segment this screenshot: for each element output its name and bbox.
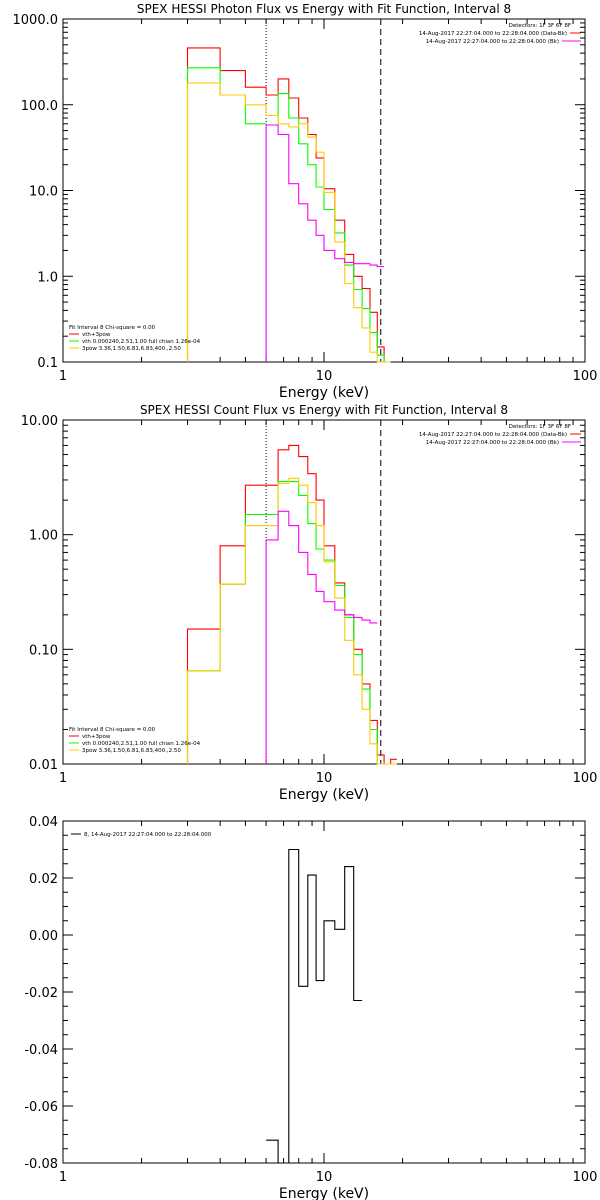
- legend-entry: 3pow 3.36,1.50,6.81,6.83,400.,2.50: [82, 346, 181, 352]
- y-tick-label: 10.0: [29, 185, 58, 200]
- plot-panel-1: SPEX HESSI Photon Flux vs Energy with Fi…: [13, 2, 598, 401]
- series-line-background: [265, 510, 378, 764]
- y-tick-label: 0.10: [29, 643, 58, 658]
- y-tick-label: 10.00: [21, 414, 58, 429]
- x-tick-label: 1: [59, 1170, 67, 1185]
- x-tick-label: 100: [573, 771, 598, 786]
- header-text: Detectors: 1F 3F 6F 8F: [509, 424, 571, 430]
- legend-entry: vth 0.000240,2.51,1.00 full chian 1.26e-…: [82, 339, 201, 345]
- series-line-3pow: [186, 477, 397, 765]
- x-tick-label: 10: [316, 771, 333, 786]
- y-tick-label: -0.02: [24, 986, 58, 1001]
- y-tick-label: -0.06: [24, 1100, 58, 1115]
- legend-title: Fit Interval 8 Chi-square = 0.00: [69, 325, 156, 331]
- y-tick-label: 1000.0: [13, 13, 59, 28]
- plot-panel-3: 1 10 100 Energy (keV) -0.08 -0.06 -0.04 -0.02 0.…: [24, 815, 597, 1200]
- header-text: 14-Aug-2017 22:27:04.000 to 22:28:04.000…: [419, 432, 567, 438]
- header-text: 14-Aug-2017 22:27:04.000 to 22:28:04.000…: [426, 440, 559, 446]
- y-tick-label: 100.0: [21, 99, 58, 114]
- x-tick-label: 100: [573, 369, 598, 384]
- y-tick-label: 0.1: [37, 356, 58, 371]
- series-line-vth3pow: [186, 444, 397, 765]
- series-line-8: [266, 848, 363, 1164]
- legend-entry: 8, 14-Aug-2017 22:27:04.000 to 22:28:04.…: [84, 832, 212, 838]
- plot-panel-2: SPEX HESSI Count Flux vs Energy with Fit…: [21, 403, 598, 803]
- header-text: 14-Aug-2017 22:27:04.000 to 22:28:04.000…: [419, 31, 567, 37]
- y-tick-label: 0.01: [29, 758, 58, 773]
- legend-entry: vth 0.000240,2.51,1.00 full chian 1.26e-…: [82, 741, 201, 747]
- x-axis-label: Energy (keV): [279, 385, 369, 401]
- x-tick-label: 1: [59, 771, 67, 786]
- legend-title: Fit Interval 8 Chi-square = 0.00: [69, 727, 156, 733]
- y-tick-label: 1.0: [37, 270, 58, 285]
- series-line-vth: [186, 67, 391, 363]
- series-line-3pow: [186, 82, 391, 363]
- legend-entry: vth+3pow: [82, 734, 111, 740]
- chart-title: SPEX HESSI Photon Flux vs Energy with Fi…: [137, 2, 511, 16]
- x-tick-label: 10: [316, 1170, 333, 1185]
- chart-title: SPEX HESSI Count Flux vs Energy with Fit…: [140, 403, 508, 417]
- legend-entry: vth+3pow: [82, 332, 111, 338]
- x-tick-label: 100: [573, 1170, 598, 1185]
- y-tick-label: 0.04: [29, 815, 58, 830]
- y-tick-label: 0.00: [29, 929, 58, 944]
- y-tick-label: -0.04: [24, 1043, 58, 1058]
- header-text: 14-Aug-2017 22:27:04.000 to 22:28:04.000…: [426, 39, 559, 45]
- series-line-vth3pow: [186, 47, 391, 363]
- x-tick-label: 1: [59, 369, 67, 384]
- y-tick-label: 0.02: [29, 872, 58, 887]
- x-tick-label: 10: [316, 369, 333, 384]
- x-axis-label: Energy (keV): [279, 1186, 369, 1200]
- series-line-background: [265, 124, 385, 362]
- legend-entry: 3pow 3.36,1.50,6.81,6.83,400.,2.50: [82, 748, 181, 754]
- plot-frame: [62, 820, 586, 1164]
- x-axis-label: Energy (keV): [279, 787, 369, 803]
- y-tick-label: 1.00: [29, 529, 58, 544]
- header-text: Detectors: 1F 3F 6F 8F: [509, 23, 571, 29]
- y-tick-label: -0.08: [24, 1157, 58, 1172]
- series-line-vth: [186, 481, 397, 765]
